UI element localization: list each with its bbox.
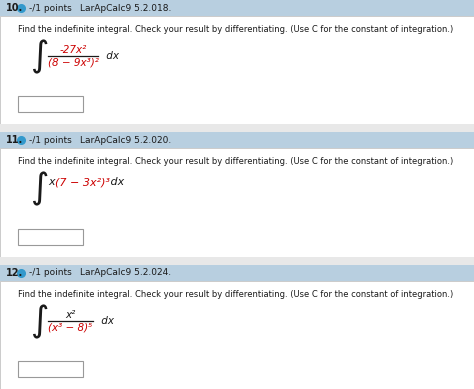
Text: (7 − 3x²)³: (7 − 3x²)³ bbox=[55, 177, 110, 187]
Text: x²: x² bbox=[65, 310, 76, 320]
Text: -27x²: -27x² bbox=[59, 45, 87, 55]
Bar bbox=[0, 132, 474, 148]
Text: -/1 points: -/1 points bbox=[29, 268, 72, 277]
Text: dx: dx bbox=[103, 51, 119, 61]
Text: Find the indefinite integral. Check your result by differentiating. (Use C for t: Find the indefinite integral. Check your… bbox=[18, 290, 453, 299]
Text: (8 − 9x³)²: (8 − 9x³)² bbox=[47, 58, 99, 68]
Text: (x³ − 8)⁵: (x³ − 8)⁵ bbox=[48, 322, 92, 332]
Text: dx: dx bbox=[98, 315, 114, 326]
Text: Find the indefinite integral. Check your result by differentiating. (Use C for t: Find the indefinite integral. Check your… bbox=[18, 157, 453, 166]
Bar bbox=[0, 124, 474, 132]
Text: Find the indefinite integral. Check your result by differentiating. (Use C for t: Find the indefinite integral. Check your… bbox=[18, 25, 453, 34]
Text: 12.: 12. bbox=[6, 268, 23, 278]
Text: 10.: 10. bbox=[6, 3, 23, 13]
Bar bbox=[0, 257, 474, 265]
Text: -/1 points: -/1 points bbox=[29, 136, 72, 145]
Text: LarApCalc9 5.2.018.: LarApCalc9 5.2.018. bbox=[80, 4, 172, 12]
Bar bbox=[0, 281, 474, 389]
Bar bbox=[0, 16, 474, 124]
Text: $\int$: $\int$ bbox=[30, 38, 48, 76]
Text: -/1 points: -/1 points bbox=[29, 4, 72, 12]
Text: x: x bbox=[48, 177, 55, 187]
Bar bbox=[0, 0, 474, 16]
Bar bbox=[0, 265, 474, 281]
Bar bbox=[18, 229, 83, 245]
Text: $\int$: $\int$ bbox=[30, 303, 48, 341]
Bar bbox=[18, 96, 83, 112]
Text: LarApCalc9 5.2.020.: LarApCalc9 5.2.020. bbox=[80, 136, 171, 145]
Bar bbox=[18, 361, 83, 377]
Text: LarApCalc9 5.2.024.: LarApCalc9 5.2.024. bbox=[80, 268, 171, 277]
Bar bbox=[0, 148, 474, 257]
Text: $\int$: $\int$ bbox=[30, 170, 48, 209]
Text: dx: dx bbox=[107, 177, 124, 187]
Text: 11.: 11. bbox=[6, 135, 23, 145]
